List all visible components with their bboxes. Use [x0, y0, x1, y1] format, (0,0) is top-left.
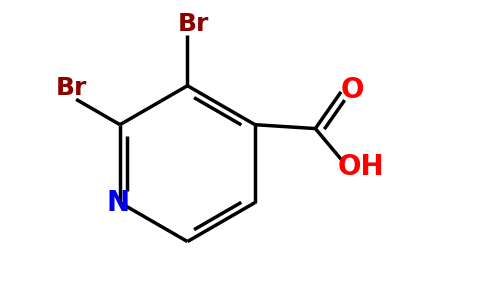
Text: N: N [106, 189, 130, 217]
Text: O: O [340, 76, 363, 104]
Text: OH: OH [337, 153, 384, 181]
Text: Br: Br [56, 76, 87, 100]
Text: Br: Br [178, 12, 209, 36]
